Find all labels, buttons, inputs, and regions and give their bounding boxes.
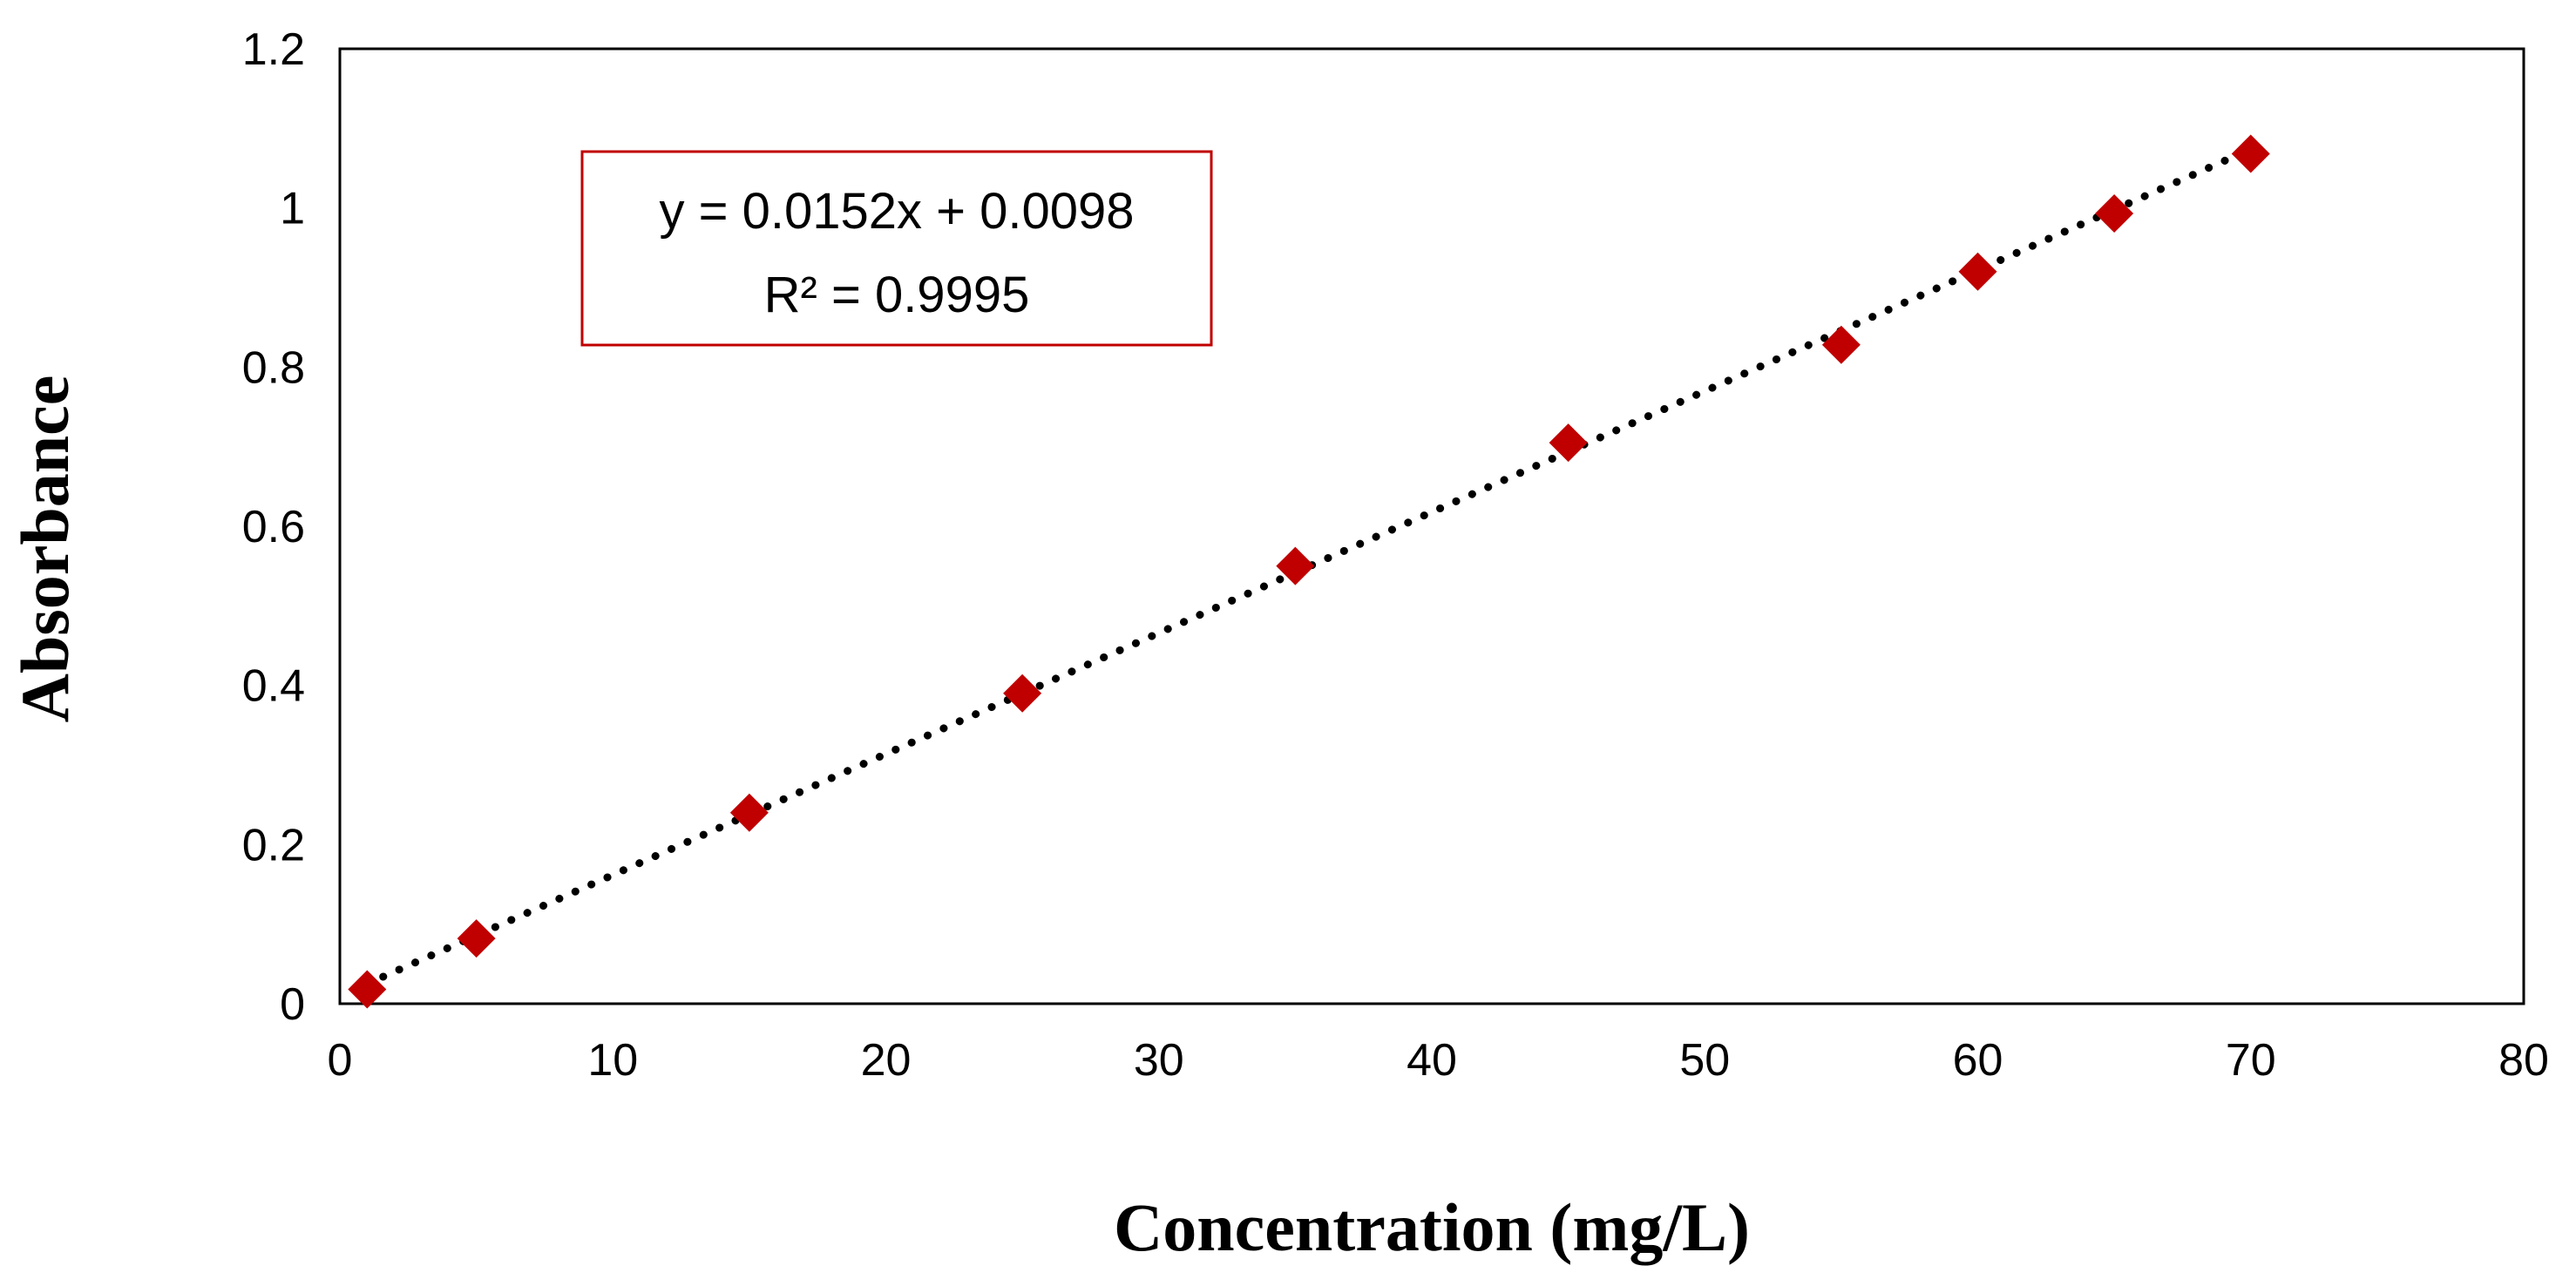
r-squared: R² = 0.9995 xyxy=(764,267,1030,323)
y-tick-label: 0.4 xyxy=(242,661,305,712)
equation-box: y = 0.0152x + 0.0098 R² = 0.9995 xyxy=(580,150,1213,347)
y-axis-ticks: 0 0.2 0.4 0.6 0.8 1 1.2 xyxy=(242,24,305,1030)
trendline-equation: y = 0.0152x + 0.0098 xyxy=(660,183,1135,240)
data-point xyxy=(1958,252,1997,291)
data-point xyxy=(729,793,769,832)
data-point xyxy=(1276,546,1315,585)
data-point xyxy=(1821,325,1861,364)
equation-box-border xyxy=(580,150,1213,347)
data-point xyxy=(457,919,496,958)
x-axis-title: Concentration (mg/L) xyxy=(1114,1189,1750,1265)
data-points xyxy=(348,134,2270,1009)
y-tick-label: 1.2 xyxy=(242,24,305,75)
data-point xyxy=(348,970,387,1009)
x-tick-label: 70 xyxy=(2226,1035,2276,1086)
data-point xyxy=(2231,134,2270,173)
x-tick-label: 60 xyxy=(1953,1035,2003,1086)
data-point xyxy=(1003,673,1042,713)
x-tick-label: 80 xyxy=(2498,1035,2549,1086)
y-tick-label: 0 xyxy=(280,979,305,1030)
y-tick-label: 0.2 xyxy=(242,820,305,870)
x-tick-label: 0 xyxy=(328,1035,353,1086)
y-tick-label: 1 xyxy=(280,184,305,234)
x-tick-label: 30 xyxy=(1134,1035,1184,1086)
x-axis-ticks: 0 10 20 30 40 50 60 70 80 xyxy=(328,1035,2549,1086)
x-tick-label: 10 xyxy=(587,1035,638,1086)
x-tick-label: 50 xyxy=(1679,1035,1730,1086)
data-point xyxy=(1549,423,1588,463)
x-tick-label: 20 xyxy=(861,1035,912,1086)
x-tick-label: 40 xyxy=(1407,1035,1457,1086)
y-axis-title: Absorbance xyxy=(7,376,83,723)
y-tick-label: 0.8 xyxy=(242,342,305,393)
data-point xyxy=(2095,194,2134,234)
plot-area xyxy=(338,47,2525,1005)
y-tick-label: 0.6 xyxy=(242,502,305,552)
